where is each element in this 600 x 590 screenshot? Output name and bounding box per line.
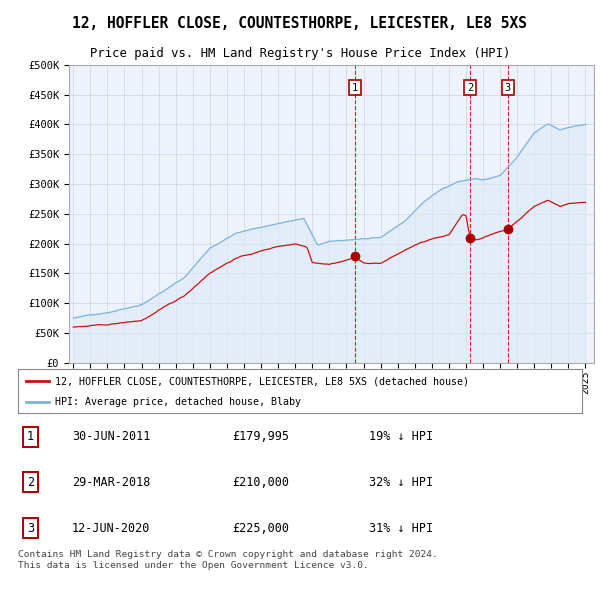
Text: 1: 1: [352, 83, 358, 93]
Text: 3: 3: [505, 83, 511, 93]
Text: Price paid vs. HM Land Registry's House Price Index (HPI): Price paid vs. HM Land Registry's House …: [90, 47, 510, 60]
Text: £210,000: £210,000: [232, 476, 289, 489]
Text: 12, HOFFLER CLOSE, COUNTESTHORPE, LEICESTER, LE8 5XS: 12, HOFFLER CLOSE, COUNTESTHORPE, LEICES…: [73, 16, 527, 31]
Text: 29-MAR-2018: 29-MAR-2018: [72, 476, 150, 489]
Text: 19% ↓ HPI: 19% ↓ HPI: [370, 430, 434, 443]
Text: £179,995: £179,995: [232, 430, 289, 443]
Text: HPI: Average price, detached house, Blaby: HPI: Average price, detached house, Blab…: [55, 397, 301, 407]
Text: £225,000: £225,000: [232, 522, 289, 535]
Text: 1: 1: [27, 430, 34, 443]
Text: 12-JUN-2020: 12-JUN-2020: [72, 522, 150, 535]
Text: 31% ↓ HPI: 31% ↓ HPI: [370, 522, 434, 535]
Text: 30-JUN-2011: 30-JUN-2011: [72, 430, 150, 443]
Text: 12, HOFFLER CLOSE, COUNTESTHORPE, LEICESTER, LE8 5XS (detached house): 12, HOFFLER CLOSE, COUNTESTHORPE, LEICES…: [55, 376, 469, 386]
Text: 32% ↓ HPI: 32% ↓ HPI: [370, 476, 434, 489]
Text: 2: 2: [27, 476, 34, 489]
Text: 3: 3: [27, 522, 34, 535]
Text: Contains HM Land Registry data © Crown copyright and database right 2024.
This d: Contains HM Land Registry data © Crown c…: [18, 550, 438, 570]
Text: 2: 2: [467, 83, 473, 93]
